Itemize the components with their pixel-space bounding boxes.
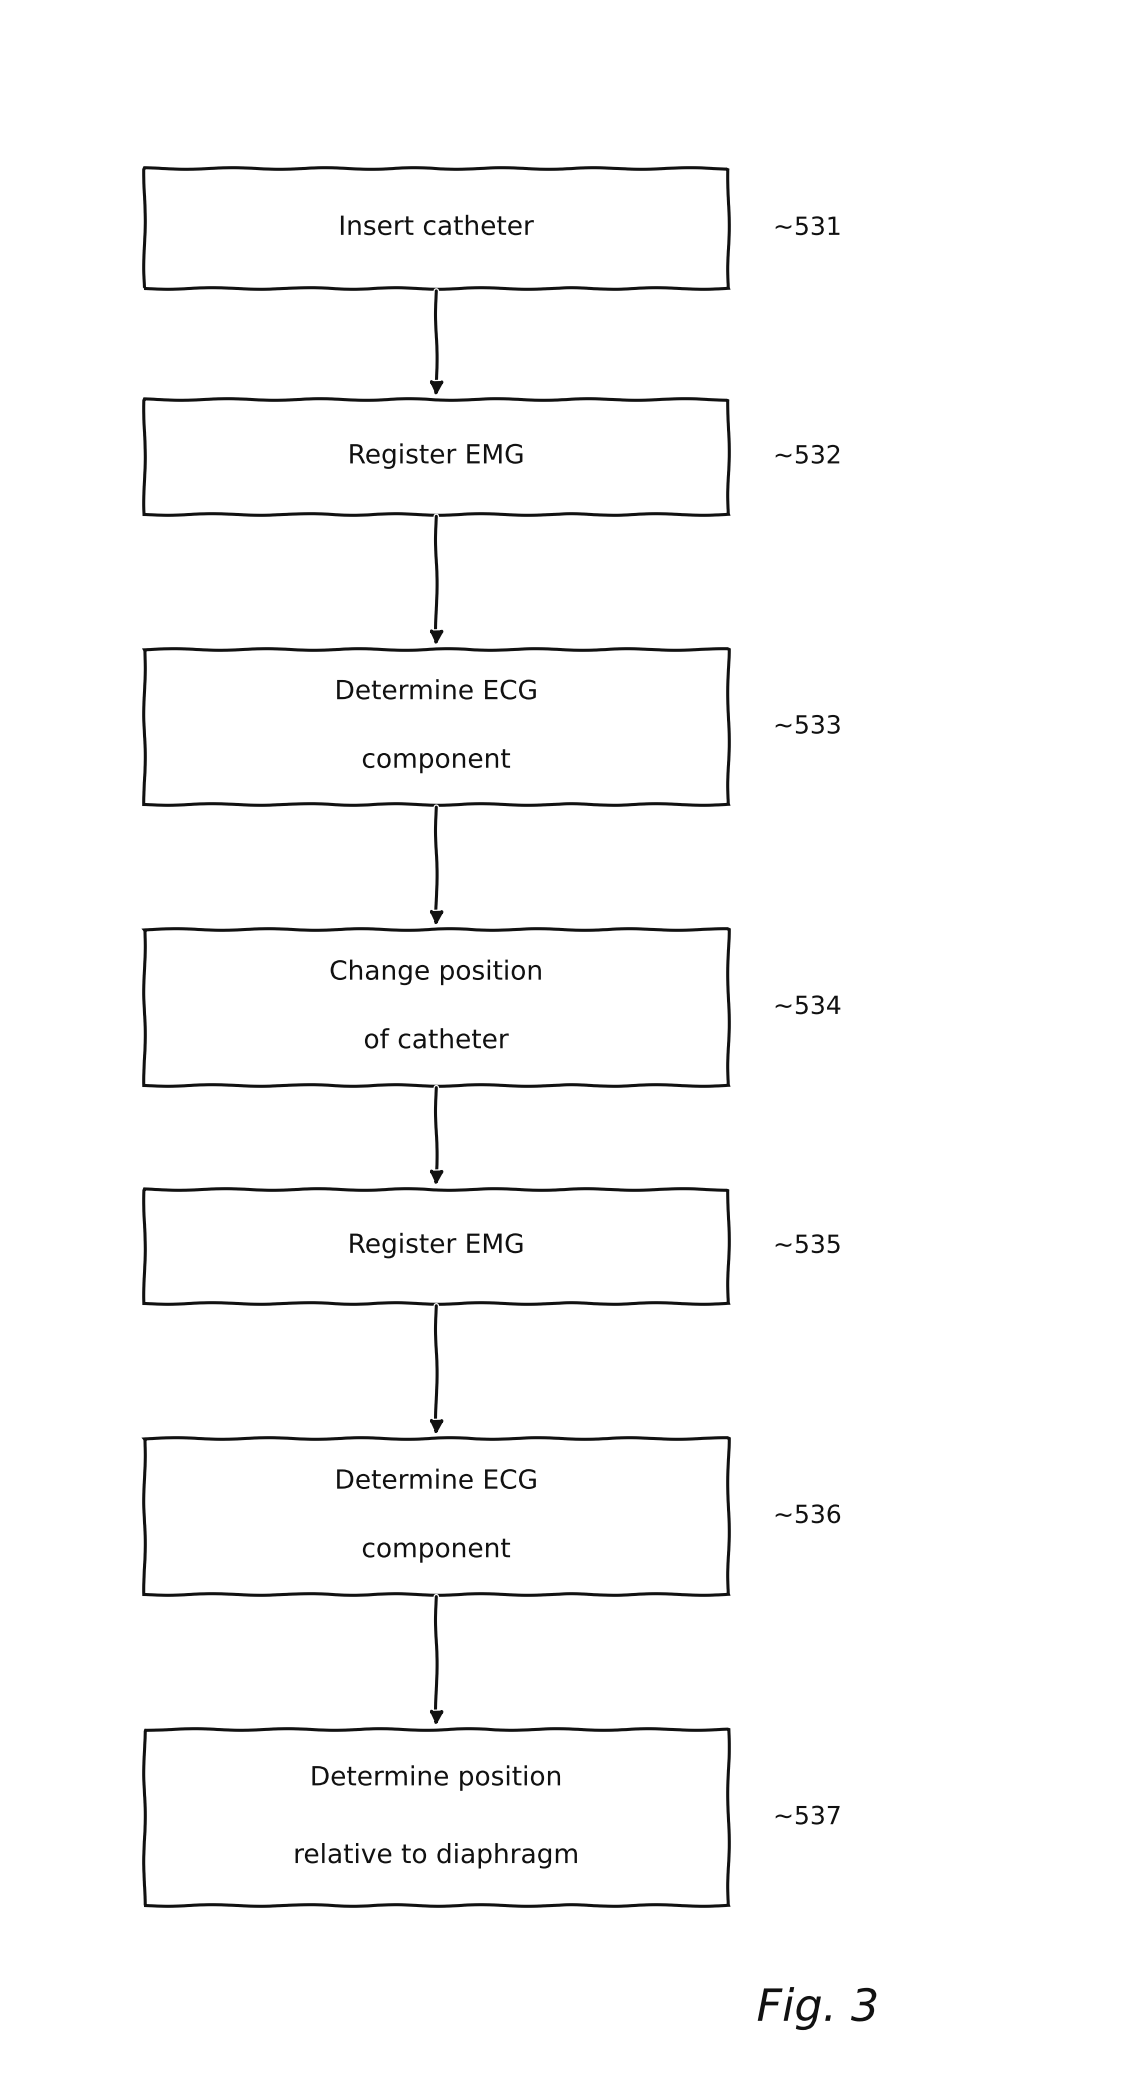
FancyBboxPatch shape [144, 929, 729, 1084]
Text: ~532: ~532 [773, 445, 842, 468]
FancyBboxPatch shape [144, 1439, 729, 1594]
FancyBboxPatch shape [144, 648, 729, 805]
Text: Determine ECG: Determine ECG [335, 679, 538, 705]
Text: Register EMG: Register EMG [347, 442, 525, 470]
FancyBboxPatch shape [144, 168, 729, 287]
Text: relative to diaphragm: relative to diaphragm [293, 1843, 579, 1868]
Text: ~534: ~534 [773, 994, 842, 1019]
Text: ~531: ~531 [773, 216, 842, 239]
Text: ~535: ~535 [773, 1233, 842, 1258]
Text: component: component [361, 1537, 512, 1562]
Text: ~536: ~536 [773, 1504, 842, 1529]
Text: Determine ECG: Determine ECG [335, 1468, 538, 1495]
Text: ~537: ~537 [773, 1806, 842, 1829]
Text: of catheter: of catheter [363, 1028, 509, 1055]
Text: Fig. 3: Fig. 3 [756, 1986, 879, 2030]
Text: Change position: Change position [329, 960, 544, 986]
Text: Register EMG: Register EMG [347, 1233, 525, 1258]
Text: Determine position: Determine position [309, 1766, 563, 1791]
FancyBboxPatch shape [144, 398, 729, 514]
FancyBboxPatch shape [144, 1189, 729, 1302]
FancyBboxPatch shape [144, 1728, 729, 1906]
Text: ~533: ~533 [773, 715, 842, 738]
Text: Insert catheter: Insert catheter [338, 214, 534, 241]
Text: component: component [361, 749, 512, 774]
